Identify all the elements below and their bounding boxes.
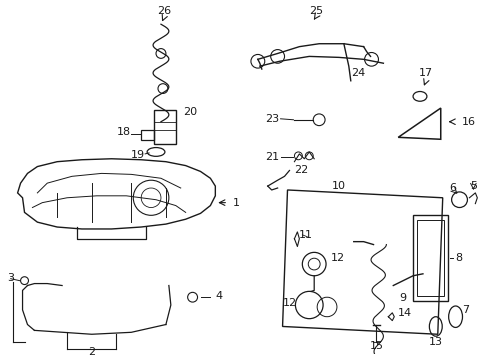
- Text: 16: 16: [461, 117, 474, 127]
- Text: 24: 24: [351, 68, 365, 78]
- Text: 10: 10: [331, 181, 345, 191]
- Text: 4: 4: [215, 291, 222, 301]
- Text: 15: 15: [369, 341, 383, 351]
- Text: 7: 7: [462, 305, 468, 315]
- Text: 21: 21: [265, 152, 279, 162]
- Text: 9: 9: [398, 293, 406, 303]
- Text: 23: 23: [265, 114, 279, 124]
- Text: 3: 3: [7, 273, 14, 283]
- Text: 14: 14: [397, 308, 411, 318]
- Text: 19: 19: [131, 150, 145, 160]
- Text: 18: 18: [117, 127, 131, 138]
- Text: 12: 12: [283, 298, 297, 308]
- Text: 20: 20: [183, 107, 197, 117]
- Text: 8: 8: [455, 253, 462, 263]
- Text: 25: 25: [308, 5, 323, 15]
- Text: 2: 2: [88, 347, 95, 357]
- Text: 1: 1: [232, 198, 239, 208]
- Text: 22: 22: [294, 166, 308, 175]
- Text: 26: 26: [157, 5, 171, 15]
- Text: 6: 6: [448, 183, 455, 193]
- Text: 12: 12: [330, 253, 345, 263]
- Text: 5: 5: [469, 181, 476, 191]
- Text: 17: 17: [418, 68, 432, 78]
- Text: 13: 13: [428, 337, 442, 347]
- Text: 11: 11: [299, 230, 313, 240]
